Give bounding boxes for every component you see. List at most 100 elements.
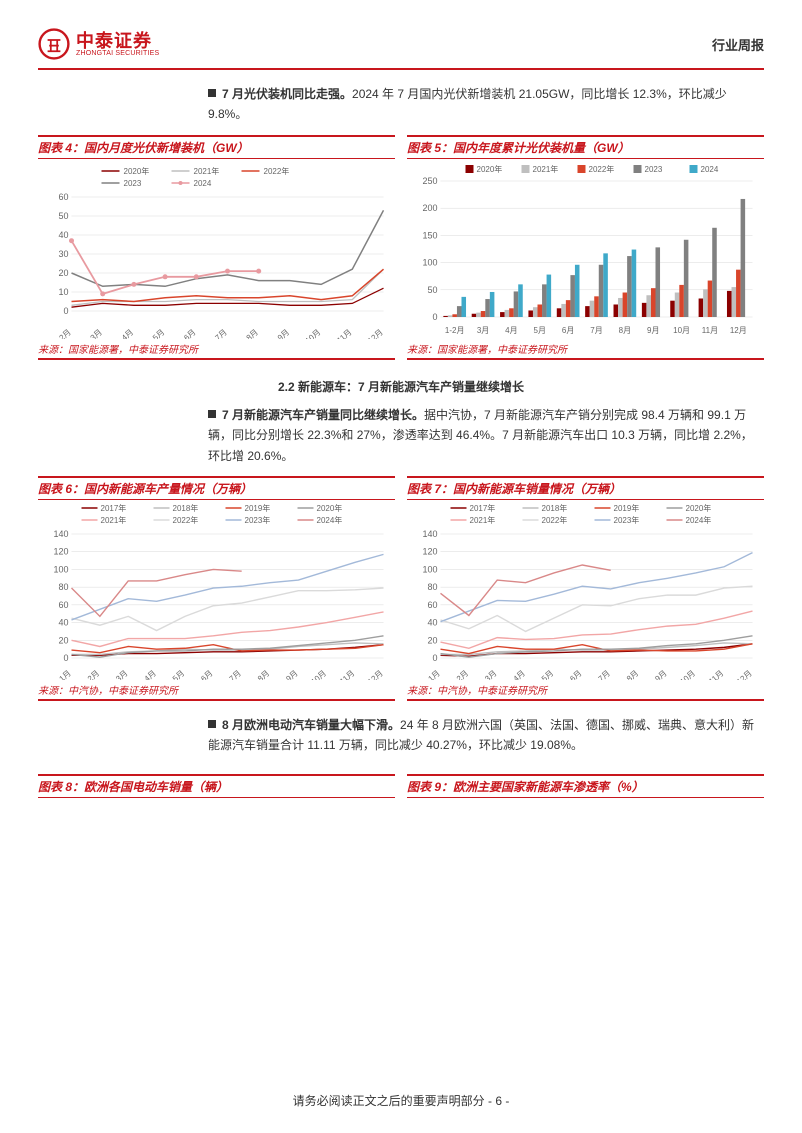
logo-icon [38,28,70,60]
svg-text:120: 120 [53,547,68,557]
svg-text:7月: 7月 [228,669,243,680]
svg-text:2月: 2月 [455,669,470,680]
svg-text:7月: 7月 [213,327,228,338]
chart7-source: 来源：中汽协，中泰证券研究所 [407,680,764,701]
svg-text:200: 200 [422,203,437,213]
svg-text:40: 40 [58,230,68,240]
svg-text:12月: 12月 [366,669,385,680]
svg-text:60: 60 [427,600,437,610]
logo: 中泰证券 ZHONGTAI SECURITIES [38,28,159,60]
svg-text:2024年: 2024年 [317,515,343,525]
svg-text:8月: 8月 [619,326,631,335]
svg-text:140: 140 [53,529,68,539]
svg-text:9月: 9月 [276,327,291,338]
svg-text:30: 30 [58,249,68,259]
svg-text:2020年: 2020年 [686,503,712,513]
svg-text:1-2月: 1-2月 [52,327,73,338]
svg-text:10月: 10月 [678,669,697,680]
chart7-title: 图表 7：国内新能源车销量情况（万辆） [407,482,621,496]
chart4: 图表 4：国内月度光伏新增装机（GW） 01020304050601-2月3月4… [38,135,395,360]
svg-text:1月: 1月 [57,669,72,680]
section-22: 2.2 新能源车：7 月新能源汽车产销量继续增长 [38,378,764,395]
para-eu: 8 月欧洲电动汽车销量大幅下滑。24 年 8 月欧洲六国（英国、法国、德国、挪威… [208,715,764,756]
svg-text:9月: 9月 [653,669,668,680]
svg-text:1月: 1月 [426,669,441,680]
svg-text:2018年: 2018年 [542,503,568,513]
svg-text:2023: 2023 [124,179,142,188]
svg-text:6月: 6月 [568,669,583,680]
chart5: 图表 5：国内年度累计光伏装机量（GW） 0501001502002501-2月… [407,135,764,360]
svg-text:5月: 5月 [171,669,186,680]
page-header: 中泰证券 ZHONGTAI SECURITIES 行业周报 [38,28,764,60]
para-nev: 7 月新能源汽车产销量同比继续增长。据中汽协，7 月新能源汽车产销分别完成 98… [208,405,764,466]
svg-text:40: 40 [58,618,68,628]
svg-text:2020年: 2020年 [477,164,503,174]
svg-text:100: 100 [422,257,437,267]
svg-text:100: 100 [422,564,437,574]
svg-text:5月: 5月 [540,669,555,680]
svg-text:5月: 5月 [151,327,166,338]
svg-text:9月: 9月 [647,326,659,335]
svg-text:4月: 4月 [143,669,158,680]
svg-text:2023: 2023 [645,165,663,174]
svg-text:6月: 6月 [199,669,214,680]
chart7: 图表 7：国内新能源车销量情况（万辆） 0204060801001201401月… [407,476,764,701]
svg-text:150: 150 [422,230,437,240]
svg-text:2月: 2月 [86,669,101,680]
svg-text:0: 0 [432,653,437,663]
svg-text:2022年: 2022年 [173,515,199,525]
svg-text:2022年: 2022年 [542,515,568,525]
logo-cn: 中泰证券 [76,32,159,50]
para1-lead: 7 月光伏装机同比走强。 [222,87,352,101]
svg-text:2024: 2024 [194,179,212,188]
svg-text:8月: 8月 [245,327,260,338]
svg-text:2018年: 2018年 [173,503,199,513]
svg-text:20: 20 [58,268,68,278]
svg-text:80: 80 [58,582,68,592]
svg-text:100: 100 [53,564,68,574]
svg-text:120: 120 [422,547,437,557]
svg-text:12月: 12月 [366,327,385,338]
svg-text:2021年: 2021年 [533,164,559,174]
svg-text:2024: 2024 [701,165,719,174]
chart6: 图表 6：国内新能源车产量情况（万辆） 0204060801001201401月… [38,476,395,701]
svg-text:10月: 10月 [673,326,690,335]
svg-text:10月: 10月 [309,669,328,680]
svg-text:2022年: 2022年 [264,166,290,176]
svg-text:7月: 7月 [597,669,612,680]
chart6-title: 图表 6：国内新能源车产量情况（万辆） [38,482,252,496]
svg-text:50: 50 [427,285,437,295]
svg-text:2021年: 2021年 [470,515,496,525]
chart9: 图表 9：欧洲主要国家新能源车渗透率（%） [407,774,764,798]
svg-text:80: 80 [427,582,437,592]
svg-text:2020年: 2020年 [124,166,150,176]
svg-text:2021年: 2021年 [194,166,220,176]
svg-text:2022年: 2022年 [589,164,615,174]
svg-text:20: 20 [58,635,68,645]
accent-line [38,68,764,70]
svg-text:8月: 8月 [625,669,640,680]
svg-text:0: 0 [432,312,437,322]
svg-text:50: 50 [58,211,68,221]
svg-text:11月: 11月 [702,326,718,335]
svg-text:60: 60 [58,600,68,610]
svg-text:6月: 6月 [562,326,574,335]
chart8: 图表 8：欧洲各国电动车销量（辆） [38,774,395,798]
svg-text:250: 250 [422,176,437,186]
svg-text:2020年: 2020年 [317,503,343,513]
svg-text:4月: 4月 [505,326,517,335]
svg-text:40: 40 [427,618,437,628]
svg-text:20: 20 [427,635,437,645]
chart9-title: 图表 9：欧洲主要国家新能源车渗透率（%） [407,780,644,794]
svg-text:2017年: 2017年 [470,503,496,513]
svg-text:10: 10 [58,287,68,297]
para3-lead: 8 月欧洲电动汽车销量大幅下滑。 [222,718,400,732]
svg-text:2023年: 2023年 [245,515,271,525]
svg-text:8月: 8月 [256,669,271,680]
svg-text:7月: 7月 [590,326,602,335]
svg-text:2023年: 2023年 [614,515,640,525]
svg-text:10月: 10月 [304,327,323,338]
svg-text:2024年: 2024年 [686,515,712,525]
chart4-source: 来源：国家能源署，中泰证券研究所 [38,339,395,360]
svg-text:4月: 4月 [120,327,135,338]
